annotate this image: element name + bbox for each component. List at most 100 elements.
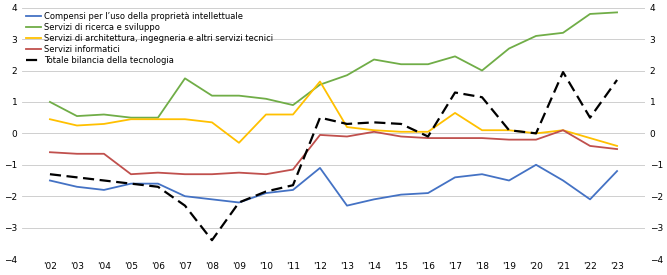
Totale bilancia della tecnologia	[343, 122, 351, 126]
Servizi di ricerca e sviluppo	[370, 58, 378, 61]
Compensi per l’uso della proprietà intellettuale	[424, 191, 432, 195]
Servizi di ricerca e sviluppo	[451, 55, 459, 58]
Servizi informatici	[316, 133, 324, 137]
Totale bilancia della tecnologia	[127, 182, 135, 185]
Totale bilancia della tecnologia	[397, 122, 405, 126]
Servizi di architettura, ingegneria e altri servizi tecnici	[370, 129, 378, 132]
Totale bilancia della tecnologia	[424, 135, 432, 138]
Servizi di architettura, ingegneria e altri servizi tecnici	[46, 118, 54, 121]
Compensi per l’uso della proprietà intellettuale	[100, 188, 108, 192]
Servizi informatici	[370, 130, 378, 133]
Totale bilancia della tecnologia	[73, 176, 81, 179]
Servizi informatici	[235, 171, 243, 174]
Compensi per l’uso della proprietà intellettuale	[235, 201, 243, 204]
Compensi per l’uso della proprietà intellettuale	[262, 191, 270, 195]
Servizi informatici	[154, 171, 162, 174]
Compensi per l’uso della proprietà intellettuale	[370, 198, 378, 201]
Compensi per l’uso della proprietà intellettuale	[478, 172, 486, 176]
Servizi informatici	[505, 138, 513, 141]
Servizi informatici	[478, 136, 486, 140]
Servizi di ricerca e sviluppo	[559, 31, 567, 34]
Servizi di ricerca e sviluppo	[316, 83, 324, 86]
Line: Compensi per l’uso della proprietà intellettuale: Compensi per l’uso della proprietà intel…	[50, 165, 617, 206]
Line: Totale bilancia della tecnologia: Totale bilancia della tecnologia	[50, 72, 617, 240]
Servizi di architettura, ingegneria e altri servizi tecnici	[181, 118, 189, 121]
Servizi informatici	[127, 172, 135, 176]
Servizi di architettura, ingegneria e altri servizi tecnici	[478, 129, 486, 132]
Servizi informatici	[289, 168, 297, 171]
Compensi per l’uso della proprietà intellettuale	[559, 179, 567, 182]
Servizi informatici	[532, 138, 540, 141]
Compensi per l’uso della proprietà intellettuale	[154, 182, 162, 185]
Servizi di ricerca e sviluppo	[73, 114, 81, 118]
Totale bilancia della tecnologia	[235, 201, 243, 204]
Totale bilancia della tecnologia	[505, 129, 513, 132]
Totale bilancia della tecnologia	[154, 185, 162, 188]
Servizi informatici	[397, 135, 405, 138]
Servizi di ricerca e sviluppo	[127, 116, 135, 119]
Servizi di architettura, ingegneria e altri servizi tecnici	[154, 118, 162, 121]
Servizi di architettura, ingegneria e altri servizi tecnici	[532, 132, 540, 135]
Servizi di architettura, ingegneria e altri servizi tecnici	[289, 113, 297, 116]
Compensi per l’uso della proprietà intellettuale	[505, 179, 513, 182]
Totale bilancia della tecnologia	[586, 116, 594, 119]
Servizi di architettura, ingegneria e altri servizi tecnici	[505, 129, 513, 132]
Servizi di architettura, ingegneria e altri servizi tecnici	[424, 130, 432, 133]
Compensi per l’uso della proprietà intellettuale	[73, 185, 81, 188]
Servizi di architettura, ingegneria e altri servizi tecnici	[235, 141, 243, 144]
Line: Servizi di ricerca e sviluppo: Servizi di ricerca e sviluppo	[50, 12, 617, 118]
Servizi di ricerca e sviluppo	[424, 63, 432, 66]
Compensi per l’uso della proprietà intellettuale	[451, 176, 459, 179]
Servizi di ricerca e sviluppo	[532, 34, 540, 38]
Servizi di architettura, ingegneria e altri servizi tecnici	[397, 130, 405, 133]
Servizi di ricerca e sviluppo	[208, 94, 216, 97]
Servizi di architettura, ingegneria e altri servizi tecnici	[559, 129, 567, 132]
Servizi di architettura, ingegneria e altri servizi tecnici	[73, 124, 81, 127]
Compensi per l’uso della proprietà intellettuale	[532, 163, 540, 166]
Totale bilancia della tecnologia	[289, 183, 297, 187]
Servizi di ricerca e sviluppo	[586, 12, 594, 16]
Servizi di architettura, ingegneria e altri servizi tecnici	[316, 80, 324, 83]
Totale bilancia della tecnologia	[100, 179, 108, 182]
Servizi di ricerca e sviluppo	[505, 47, 513, 50]
Servizi di architettura, ingegneria e altri servizi tecnici	[451, 111, 459, 115]
Servizi informatici	[424, 136, 432, 140]
Totale bilancia della tecnologia	[613, 78, 621, 82]
Servizi informatici	[559, 129, 567, 132]
Servizi informatici	[46, 151, 54, 154]
Compensi per l’uso della proprietà intellettuale	[613, 169, 621, 173]
Servizi di architettura, ingegneria e altri servizi tecnici	[100, 122, 108, 126]
Compensi per l’uso della proprietà intellettuale	[343, 204, 351, 207]
Servizi informatici	[451, 136, 459, 140]
Legend: Compensi per l’uso della proprietà intellettuale, Servizi di ricerca e sviluppo,: Compensi per l’uso della proprietà intel…	[24, 10, 275, 67]
Servizi di architettura, ingegneria e altri servizi tecnici	[262, 113, 270, 116]
Servizi di architettura, ingegneria e altri servizi tecnici	[613, 144, 621, 148]
Totale bilancia della tecnologia	[208, 238, 216, 242]
Totale bilancia della tecnologia	[262, 190, 270, 193]
Compensi per l’uso della proprietà intellettuale	[208, 198, 216, 201]
Compensi per l’uso della proprietà intellettuale	[46, 179, 54, 182]
Servizi di ricerca e sviluppo	[289, 103, 297, 107]
Servizi di ricerca e sviluppo	[478, 69, 486, 72]
Servizi di ricerca e sviluppo	[343, 74, 351, 77]
Servizi informatici	[100, 152, 108, 155]
Totale bilancia della tecnologia	[181, 204, 189, 207]
Servizi di architettura, ingegneria e altri servizi tecnici	[586, 136, 594, 140]
Servizi di architettura, ingegneria e altri servizi tecnici	[343, 125, 351, 129]
Compensi per l’uso della proprietà intellettuale	[181, 194, 189, 198]
Totale bilancia della tecnologia	[559, 70, 567, 74]
Totale bilancia della tecnologia	[532, 132, 540, 135]
Totale bilancia della tecnologia	[478, 96, 486, 99]
Servizi di ricerca e sviluppo	[235, 94, 243, 97]
Servizi di architettura, ingegneria e altri servizi tecnici	[127, 118, 135, 121]
Servizi di ricerca e sviluppo	[154, 116, 162, 119]
Servizi informatici	[181, 172, 189, 176]
Compensi per l’uso della proprietà intellettuale	[397, 193, 405, 196]
Servizi di ricerca e sviluppo	[181, 77, 189, 80]
Servizi di architettura, ingegneria e altri servizi tecnici	[208, 121, 216, 124]
Servizi informatici	[262, 172, 270, 176]
Servizi informatici	[208, 172, 216, 176]
Compensi per l’uso della proprietà intellettuale	[127, 182, 135, 185]
Totale bilancia della tecnologia	[46, 172, 54, 176]
Compensi per l’uso della proprietà intellettuale	[316, 166, 324, 170]
